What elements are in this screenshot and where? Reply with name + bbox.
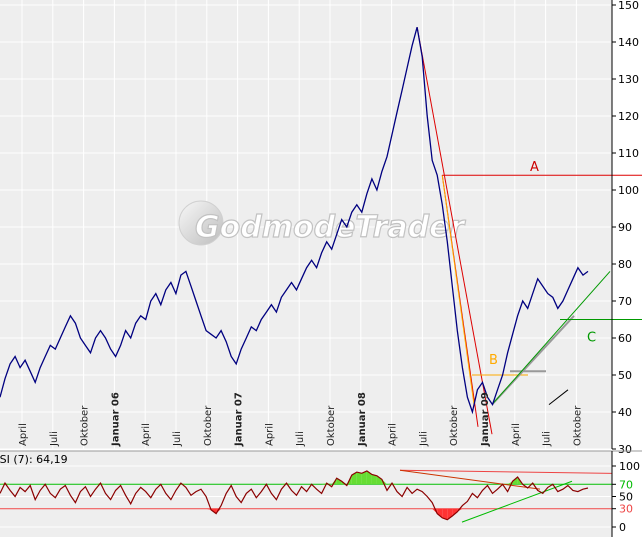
x-tick-label: Juli [49, 431, 60, 447]
price-y-tick-label: 40 [618, 406, 632, 419]
rsi-oversold-fill [442, 508, 448, 520]
price-y-tick-label: 30 [618, 443, 632, 456]
arrow-line [548, 389, 569, 405]
rsi-overbought-fill [351, 472, 357, 485]
rsi-title: RSI (7): 64,19 [0, 453, 68, 466]
x-tick-label: Oktober [80, 405, 91, 446]
support-trend-line [491, 271, 611, 405]
x-tick-label: Juli [542, 431, 553, 447]
price-y-tick-label: 80 [618, 258, 632, 271]
x-tick-label: Juli [418, 431, 429, 447]
rsi-overbought-fill [356, 472, 362, 485]
price-y-tick-label: 60 [618, 332, 632, 345]
annotation-label: C [587, 331, 596, 346]
x-tick-label: Oktober [449, 405, 460, 446]
x-tick-label: Januar 09 [480, 392, 491, 447]
rsi-y-tick-label: 100 [619, 460, 640, 473]
x-tick-label: April [141, 423, 152, 446]
rsi-resistance-line [399, 469, 613, 474]
x-tick-label: April [264, 423, 275, 446]
price-y-tick-label: 70 [618, 295, 632, 308]
watermark-text: GodmodeTrader [195, 210, 466, 245]
price-y-tick-label: 150 [618, 0, 639, 12]
rsi-support-trend-line [461, 480, 573, 523]
x-tick-label: April [388, 423, 399, 446]
price-y-tick-label: 110 [618, 147, 639, 160]
rsi-y-tick-label: 30 [619, 503, 633, 516]
rsi-panel [0, 451, 612, 537]
rsi-overbought-fill [371, 474, 377, 485]
x-tick-label: Juli [172, 431, 183, 447]
rsi-oversold-fill [437, 508, 443, 518]
rsi-overbought-fill [0, 483, 6, 485]
price-y-tick-label: 130 [618, 73, 639, 86]
rsi-y-tick-label: 50 [619, 491, 633, 504]
x-tick-label: Januar 06 [110, 392, 121, 447]
rsi-y-tick-label: 0 [619, 521, 626, 534]
rsi-overbought-fill [336, 478, 342, 485]
price-series-line [0, 27, 589, 415]
x-tick-label: April [511, 423, 522, 446]
rsi-oversold-fill [206, 508, 212, 510]
annotation-label: A [530, 160, 539, 175]
price-y-tick-label: 50 [618, 369, 632, 382]
x-tick-label: Oktober [572, 405, 583, 446]
price-y-tick-label: 120 [618, 110, 639, 123]
rsi-overbought-fill [376, 475, 382, 485]
price-y-tick-label: 90 [618, 221, 632, 234]
x-tick-label: Juli [295, 431, 306, 447]
rsi-series-line [0, 470, 589, 521]
rsi-overbought-fill [100, 483, 106, 485]
rsi-y-tick-label: 70 [619, 478, 633, 491]
price-y-tick-label: 100 [618, 184, 639, 197]
x-tick-label: Oktober [203, 405, 214, 446]
x-tick-label: April [18, 423, 29, 446]
rsi-trend-line-down [399, 469, 541, 490]
watermark: GodmodeTrader [178, 200, 467, 246]
x-tick-label: Januar 08 [357, 392, 368, 447]
rsi-overbought-fill [392, 483, 398, 485]
rsi-overbought-fill [361, 470, 367, 485]
price-panel [0, 0, 612, 449]
rsi-overbought-fill [321, 483, 327, 485]
x-tick-label: Januar 07 [234, 392, 245, 447]
annotation-label: B [489, 353, 498, 368]
price-y-tick-label: 140 [618, 36, 639, 49]
retracement-line [441, 175, 475, 405]
x-tick-label: Oktober [326, 405, 337, 446]
trend-line-down-1 [416, 27, 493, 435]
